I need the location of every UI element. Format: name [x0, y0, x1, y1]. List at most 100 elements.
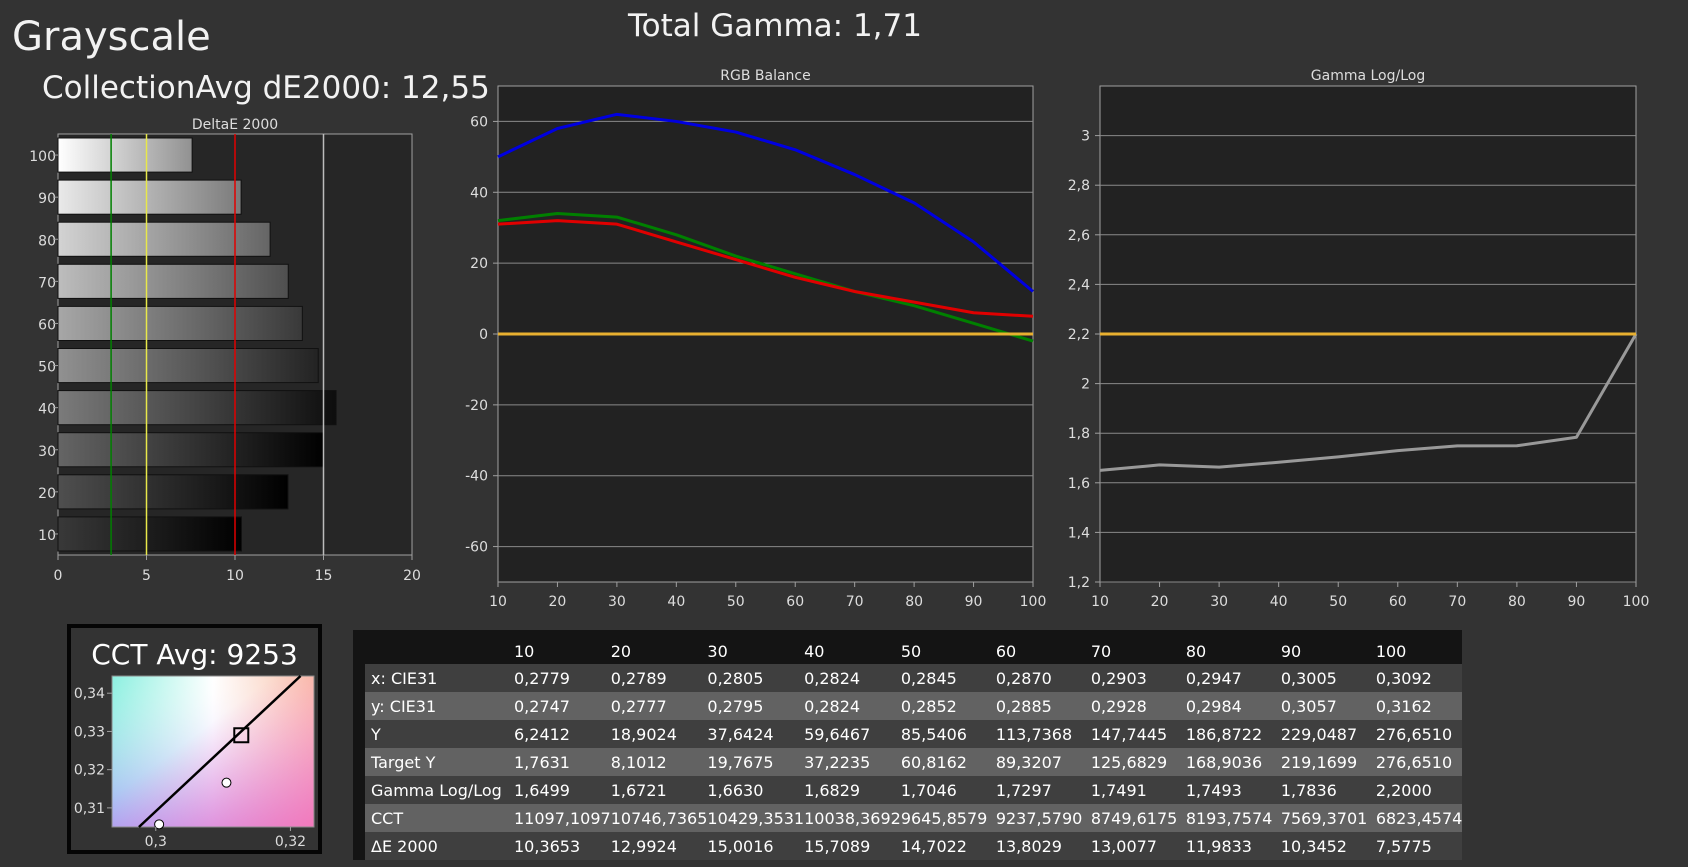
category-label: 30 — [38, 444, 56, 460]
table-cell: 19,7675 — [707, 752, 774, 772]
category-label: 80 — [38, 233, 56, 249]
table-cell: 0,2747 — [514, 696, 570, 716]
planckian-locus-line — [138, 675, 302, 828]
table-row: ΔE 2000 10,3653 12,9924 15,0016 15,7089 14,70… — [353, 832, 1463, 860]
x-tick-label: 50 — [1329, 594, 1347, 610]
series-line — [497, 112, 1034, 293]
table-row: CCT 11097,1097 10746,7365 10429,3531 10038,3… — [353, 804, 1463, 832]
table-cell: 11,9833 — [1185, 836, 1252, 856]
category-label: 50 — [38, 360, 56, 376]
table-cell: 85,5406 — [900, 724, 967, 744]
table-cell: 1,7491 — [1090, 780, 1147, 800]
table-cell: 1,6829 — [804, 780, 861, 800]
row-label: Y — [371, 724, 381, 744]
bar — [57, 305, 303, 341]
row-stub — [353, 832, 365, 860]
y-tick-label: 40 — [470, 185, 488, 201]
row-label: y: CIE31 — [371, 696, 437, 716]
y-tick-label: 2,2 — [1068, 327, 1090, 343]
table-cell: 186,8722 — [1185, 724, 1263, 744]
column-header: 100 — [1375, 642, 1407, 661]
table-cell: 14,7022 — [900, 836, 967, 856]
table-cell: 37,6424 — [707, 724, 774, 744]
collection-avg-de2000: CollectionAvg dE2000: 12,55 — [42, 70, 490, 106]
table-cell: 0,2824 — [804, 668, 861, 688]
table-cell: 89,3207 — [995, 752, 1062, 772]
table-cell: 0,2903 — [1090, 668, 1147, 688]
rgb-balance-chart: RGB Balance 60 40 20 0 -20 -40 -60 10 20 30 40 50 60 7… — [465, 68, 1046, 610]
table-cell: 113,7368 — [995, 724, 1073, 744]
table-cell: 0,3005 — [1280, 668, 1337, 688]
table-cell: 60,8162 — [900, 752, 967, 772]
table-cell: 0,3092 — [1375, 668, 1432, 688]
x-tick-label: 15 — [315, 568, 333, 584]
x-tick-label: 90 — [965, 594, 983, 610]
table-cell: 219,1699 — [1280, 752, 1358, 772]
bar — [57, 263, 289, 299]
x-tick-label: 30 — [1210, 594, 1228, 610]
column-header: 20 — [610, 642, 632, 661]
table-cell: 147,7445 — [1090, 724, 1168, 744]
column-header: 60 — [995, 642, 1017, 661]
column-header: 70 — [1090, 642, 1112, 661]
table-cell: 0,2845 — [900, 668, 957, 688]
cct-avg-title: CCT Avg: 9253 — [91, 638, 298, 671]
measured-point — [154, 819, 165, 830]
row-label: CCT — [371, 808, 404, 828]
y-tick-label: 0,31 — [74, 801, 105, 817]
category-label: 100 — [29, 149, 56, 165]
y-tick-label: 0,34 — [74, 686, 105, 702]
x-tick-label: 20 — [1151, 594, 1169, 610]
bar — [57, 474, 289, 510]
series-line — [497, 212, 1034, 343]
y-tick-label: 1,8 — [1068, 426, 1090, 442]
y-tick-label: -60 — [465, 540, 488, 556]
x-tick-label: 10 — [226, 568, 244, 584]
table-cell: 1,7046 — [900, 780, 957, 800]
bar — [57, 179, 242, 215]
y-tick-label: 60 — [470, 114, 488, 130]
table-cell: 13,0077 — [1090, 836, 1157, 856]
table-cell: 10038,3692 — [804, 808, 901, 828]
table-cell: 1,6499 — [514, 780, 570, 800]
table-cell: 0,2852 — [900, 696, 957, 716]
x-tick-label: 20 — [403, 568, 421, 584]
category-label: 40 — [38, 402, 56, 418]
bar — [57, 432, 325, 468]
y-tick-label: -40 — [465, 469, 488, 485]
table-row: x: CIE31 0,2779 0,2789 0,2805 0,2824 0,2845 0,… — [353, 664, 1463, 692]
x-tick-label: 60 — [1389, 594, 1407, 610]
y-tick-label: 2 — [1081, 377, 1090, 393]
table-cell: 11097,1097 — [514, 808, 611, 828]
category-label: 70 — [38, 275, 56, 291]
table-cell: 1,6721 — [610, 780, 667, 800]
target-point — [233, 727, 250, 744]
table-cell: 1,6630 — [707, 780, 764, 800]
cct-panel: CCT Avg: 9253 0,34 0,33 0,32 0,31 0,3 0,32 — [67, 624, 322, 854]
category-label: 60 — [38, 317, 56, 333]
table-cell: 0,2805 — [707, 668, 764, 688]
column-header: 50 — [900, 642, 922, 661]
x-tick-label: 70 — [1448, 594, 1466, 610]
table-row: y: CIE31 0,2747 0,2777 0,2795 0,2824 0,2852 0,… — [353, 692, 1463, 720]
table-cell: 18,9024 — [610, 724, 677, 744]
x-tick-label: 30 — [608, 594, 626, 610]
column-header: 10 — [514, 642, 535, 661]
x-tick-label: 0,32 — [275, 834, 306, 850]
table-cell: 7,5775 — [1375, 836, 1432, 856]
y-tick-label: 0,33 — [74, 724, 105, 740]
measured-point — [221, 777, 232, 788]
page-title: Grayscale — [12, 14, 211, 60]
table-cell: 6823,4574 — [1375, 808, 1463, 828]
x-tick-label: 10 — [1091, 594, 1109, 610]
column-header: 40 — [804, 642, 825, 661]
table-cell: 8749,6175 — [1090, 808, 1178, 828]
measurement-table: 10 20 30 40 50 60 70 80 90 100 x: CIE31 0… — [353, 630, 1463, 860]
category-label: 90 — [38, 191, 56, 207]
table-cell: 0,3057 — [1280, 696, 1337, 716]
y-tick-label: 20 — [470, 256, 488, 272]
row-stub — [353, 776, 365, 804]
y-tick-label: 2,4 — [1068, 277, 1090, 293]
column-header: 80 — [1185, 642, 1207, 661]
